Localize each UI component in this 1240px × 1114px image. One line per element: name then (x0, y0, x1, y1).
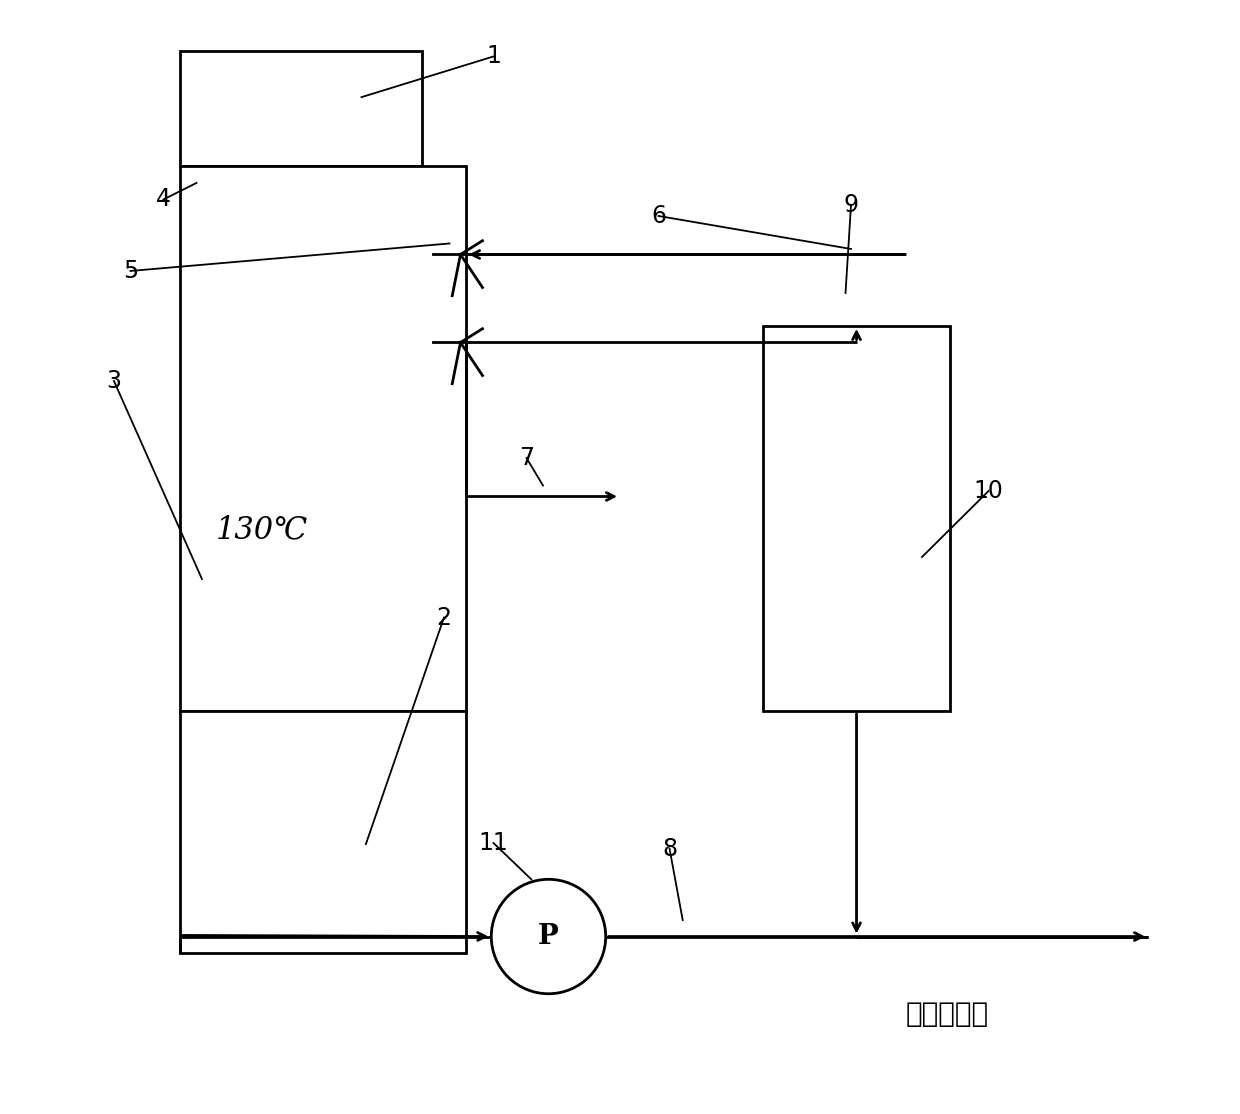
Text: 11: 11 (479, 831, 508, 856)
Text: 7: 7 (520, 446, 534, 470)
Text: 4: 4 (156, 187, 171, 212)
Text: 130℃: 130℃ (216, 514, 309, 545)
Text: 9: 9 (843, 193, 858, 217)
Text: 2: 2 (436, 606, 451, 629)
Text: 3: 3 (107, 369, 122, 393)
Text: 8: 8 (662, 837, 677, 860)
Bar (180, 51, 422, 166)
Bar (180, 711, 466, 954)
Text: 5: 5 (123, 258, 138, 283)
Text: 6: 6 (651, 204, 666, 228)
Bar (763, 326, 950, 711)
Circle shape (491, 879, 605, 994)
Bar (180, 166, 466, 711)
Text: 1: 1 (486, 45, 501, 68)
Text: 10: 10 (973, 479, 1003, 504)
Text: P: P (538, 924, 559, 950)
Text: 下一个工序: 下一个工序 (906, 999, 990, 1027)
